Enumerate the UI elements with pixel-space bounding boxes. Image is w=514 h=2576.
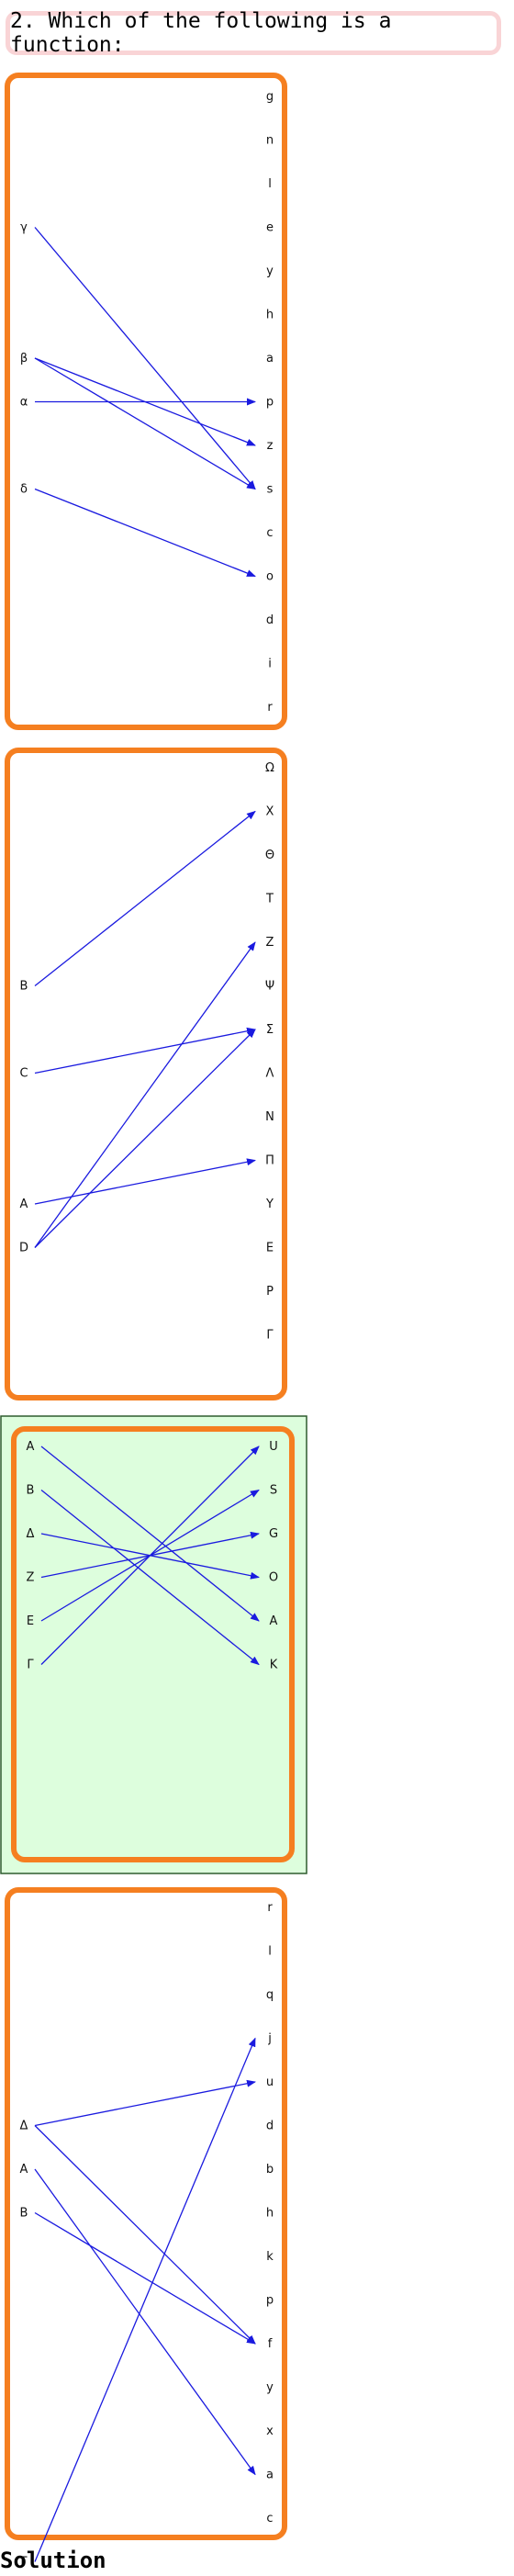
option-4[interactable]: r l q j u d b h k p f y x a c Δ A B Γ xyxy=(5,1887,287,2570)
codomain-label: d xyxy=(266,2120,274,2133)
mapping-arrow xyxy=(40,1489,260,1666)
codomain-label: P xyxy=(266,1285,274,1299)
codomain-label: q xyxy=(266,1988,274,2002)
codomain-label: j xyxy=(267,2032,272,2046)
codomain-label: O xyxy=(269,1571,278,1585)
domain-label: Δ xyxy=(20,2120,28,2133)
mapping-arrow xyxy=(34,357,256,490)
mapping-arrow xyxy=(34,488,256,578)
mapping-arrow xyxy=(40,1445,260,1622)
domain-label: δ xyxy=(20,483,28,497)
codomain-label: a xyxy=(266,2469,274,2482)
codomain-label: Σ xyxy=(266,1023,274,1037)
mapping-arrow xyxy=(34,2079,256,2127)
codomain-label: p xyxy=(266,396,274,410)
codomain-label: y xyxy=(266,2381,274,2395)
domain-label: A xyxy=(20,2163,28,2177)
codomain-label: z xyxy=(267,439,274,453)
codomain-label: k xyxy=(266,2250,274,2264)
codomain-label: Ψ xyxy=(265,980,274,994)
codomain-label: r xyxy=(267,1901,273,1915)
domain-label: Γ xyxy=(20,2556,28,2570)
codomain-label: Π xyxy=(265,1154,274,1168)
codomain-label: K xyxy=(270,1659,278,1672)
codomain-label: l xyxy=(268,177,272,191)
codomain-label: Λ xyxy=(266,1067,274,1081)
mapping-arrow xyxy=(34,810,256,987)
mapping-arrow xyxy=(34,1029,256,1248)
codomain-label: Θ xyxy=(265,849,274,862)
mapping-arrow xyxy=(34,2037,256,2562)
codomain-label: f xyxy=(268,2337,273,2351)
domain-label: A xyxy=(20,1198,28,1211)
codomain-label: x xyxy=(266,2424,274,2438)
codomain-label: U xyxy=(269,1440,278,1454)
mapping-arrow xyxy=(34,2168,256,2476)
domain-label: γ xyxy=(20,221,28,235)
mapping-arrow xyxy=(34,941,256,1248)
codomain-label: u xyxy=(266,2075,274,2089)
codomain-label: Γ xyxy=(266,1329,274,1343)
mapping-arrow xyxy=(34,2211,256,2345)
codomain-label: g xyxy=(266,90,274,104)
codomain-label: l xyxy=(268,1945,272,1959)
codomain-label: X xyxy=(266,805,274,819)
mapping-arrow xyxy=(34,1158,256,1205)
domain-label: Z xyxy=(27,1571,35,1585)
option-1[interactable]: g n l e y h a p z s c o d i r γ β α δ xyxy=(5,73,287,730)
codomain-label: h xyxy=(266,2207,274,2221)
codomain-label: Z xyxy=(266,936,274,950)
domain-label: C xyxy=(19,1067,28,1081)
domain-label: Δ xyxy=(27,1527,35,1541)
solution-label: Solution xyxy=(0,2548,106,2573)
codomain-label: c xyxy=(266,526,273,540)
highlight-background xyxy=(0,1415,307,1874)
codomain-label: o xyxy=(266,570,274,584)
codomain-label: Ω xyxy=(265,761,274,775)
domain-label: D xyxy=(19,1242,28,1255)
codomain-label: Y xyxy=(265,1198,274,1211)
domain-label: A xyxy=(27,1440,35,1454)
codomain-label: c xyxy=(266,2512,273,2525)
domain-label: Γ xyxy=(27,1659,34,1672)
domain-label: B xyxy=(20,980,28,994)
domain-label: E xyxy=(27,1614,34,1628)
option-border xyxy=(11,1426,295,1862)
domain-label: B xyxy=(20,2207,28,2221)
codomain-label: h xyxy=(266,309,274,322)
codomain-label: p xyxy=(266,2294,274,2308)
option-border xyxy=(5,73,287,730)
codomain-label: E xyxy=(266,1242,274,1255)
codomain-label: s xyxy=(267,483,274,497)
option-border xyxy=(5,748,287,1400)
codomain-label: N xyxy=(265,1110,274,1124)
mapping-arrow xyxy=(34,1027,256,1074)
codomain-label: e xyxy=(266,221,274,235)
option-3[interactable]: U S G O A K A B Δ Z E Γ xyxy=(0,1415,307,1874)
mapping-arrow xyxy=(34,227,256,490)
domain-label: α xyxy=(20,396,28,410)
codomain-label: b xyxy=(266,2163,274,2177)
codomain-label: S xyxy=(270,1484,277,1498)
codomain-label: y xyxy=(266,264,274,278)
option-2[interactable]: Ω X Θ T Z Ψ Σ Λ N Π Y E P Γ B C A D xyxy=(5,748,287,1400)
option-border xyxy=(5,1887,287,2540)
codomain-label: A xyxy=(270,1614,278,1628)
question-text: 2. Which of the following is a function: xyxy=(6,9,501,57)
codomain-label: n xyxy=(266,134,274,148)
domain-label: B xyxy=(27,1484,35,1498)
codomain-label: d xyxy=(266,613,274,627)
mapping-arrow xyxy=(40,1445,260,1665)
codomain-label: r xyxy=(267,701,273,714)
codomain-label: i xyxy=(268,658,272,671)
codomain-label: G xyxy=(269,1527,278,1541)
codomain-label: a xyxy=(266,352,274,366)
domain-label: β xyxy=(20,352,28,366)
mapping-arrow xyxy=(34,2125,256,2345)
codomain-label: T xyxy=(265,893,274,906)
